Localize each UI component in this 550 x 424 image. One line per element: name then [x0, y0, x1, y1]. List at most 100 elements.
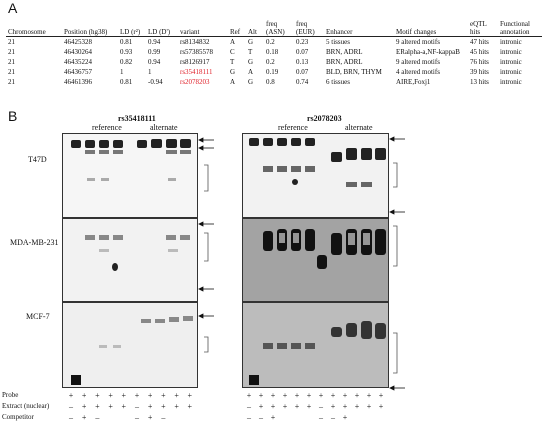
- cell-freq-eur: 0.13: [296, 57, 309, 66]
- left-lane-extract-symbol: +: [108, 402, 113, 411]
- cell-variant: rs8126917: [180, 57, 210, 66]
- cell-variant-highlighted: rs2078203: [180, 77, 210, 86]
- header-variant: variant: [178, 16, 228, 37]
- cell-position: 46425328: [64, 37, 92, 46]
- gel-right-mcf7: [242, 302, 389, 388]
- cell-motif: 9 altered motifs: [396, 37, 440, 46]
- right-lane-extract-symbol: +: [270, 402, 276, 411]
- cell-ref: T: [230, 57, 235, 66]
- right-lane-competitor-symbol: –: [331, 413, 335, 422]
- cell-line-mda-mb-231: MDA-MB-231: [10, 238, 59, 247]
- cell-alt: T: [248, 47, 253, 56]
- cell-ref: G: [230, 67, 236, 76]
- cell-variant: rs8134832: [180, 37, 210, 46]
- header-ld-r2: LD (r²): [118, 16, 146, 37]
- header-enhancer: Enhancer: [324, 16, 394, 37]
- gel-left-t47d: [62, 133, 198, 218]
- right-lane-extract-symbol: +: [342, 402, 348, 411]
- header-freq-asn: freq (ASN): [264, 16, 294, 37]
- left-lane-probe-symbol: +: [161, 391, 166, 400]
- cell-position: 46430264: [64, 47, 92, 56]
- cell-ld-r2: 0.81: [120, 77, 133, 86]
- left-lane-competitor-symbol: –: [135, 413, 139, 422]
- cell-chrom: 21: [8, 67, 15, 76]
- cell-ref: A: [230, 77, 236, 86]
- left-lane-extract-symbol: –: [135, 402, 139, 411]
- cell-alt: G: [248, 37, 254, 46]
- cell-line-mcf7: MCF-7: [26, 312, 50, 321]
- cell-freq-asn: 0.2: [266, 57, 275, 66]
- left-lane-probe-symbol: +: [81, 391, 87, 400]
- cell-eqtl: 13 hits: [470, 77, 489, 86]
- left-lane-probe-symbol: +: [121, 391, 127, 400]
- table-row: 21 46430264 0.93 0.99 rs57385578 C T 0.1…: [6, 47, 542, 57]
- right-lane-probe-symbol: +: [258, 391, 264, 400]
- left-lane-competitor-symbol: +: [81, 413, 87, 422]
- left-lane-extract-symbol: –: [69, 402, 73, 411]
- left-lane-competitor-symbol: –: [95, 413, 100, 422]
- left-reference-label: reference: [92, 123, 122, 132]
- right-lane-extract-symbol: +: [354, 402, 360, 411]
- cell-motif: AIRE,Foxj1: [396, 77, 431, 86]
- header-motif: Motif changes: [394, 16, 468, 37]
- left-lane-probe-symbol: +: [174, 391, 179, 400]
- left-lane-extract-symbol: +: [81, 402, 87, 411]
- right-reference-label: reference: [278, 123, 308, 132]
- gel-left-mcf7: [62, 302, 198, 388]
- cell-ld-r2: 0.81: [120, 37, 133, 46]
- cell-enhancer: 5 tissues: [326, 37, 350, 46]
- cell-ld-r2: 1: [120, 67, 124, 76]
- cell-motif: 4 altered motifs: [396, 67, 440, 76]
- row-label-competitor: Competitor: [2, 413, 34, 421]
- right-lane-extract-symbol: –: [247, 402, 251, 411]
- header-functional-annotation: Functional annotation: [498, 16, 542, 37]
- left-alternate-label: alternate: [150, 123, 178, 132]
- cell-motif: ERalpha-a,NF-kappaB: [396, 47, 460, 56]
- left-lane-extract-symbol: +: [147, 402, 153, 411]
- cell-eqtl: 47 hits: [470, 37, 489, 46]
- left-lane-probe-symbol: +: [187, 391, 193, 400]
- left-lane-competitor-symbol: –: [69, 413, 73, 422]
- right-lane-extract-symbol: +: [378, 402, 384, 411]
- cell-chrom: 21: [8, 37, 15, 46]
- header-freq-eur: freq (EUR): [294, 16, 324, 37]
- right-lane-extract-symbol: +: [282, 402, 288, 411]
- right-gel-markers: [389, 136, 405, 391]
- table-row: 21 46425328 0.81 0.94 rs8134832 A G 0.2 …: [6, 37, 542, 48]
- right-lane-extract-symbol: +: [294, 402, 300, 411]
- cell-enhancer: BRN, ADRL: [326, 47, 363, 56]
- right-lane-competitor-symbol: –: [259, 413, 263, 422]
- cell-freq-asn: 0.2: [266, 37, 275, 46]
- right-lane-probe-symbol: +: [246, 391, 252, 400]
- cell-eqtl: 39 hits: [470, 67, 489, 76]
- right-lane-competitor-symbol: +: [342, 413, 348, 422]
- cell-alt: G: [248, 77, 254, 86]
- row-label-extract: Extract (nuclear): [2, 402, 50, 410]
- cell-variant-highlighted: rs35418111: [180, 67, 213, 76]
- cell-enhancer: BRN, ADRL: [326, 57, 363, 66]
- cell-func: intronic: [500, 47, 522, 56]
- table-row: 21 46436757 1 1 rs35418111 G A 0.19 0.07…: [6, 67, 542, 77]
- header-alt: Alt: [246, 16, 264, 37]
- gel-left-mda-mb-231: [62, 218, 198, 302]
- cell-ld-d: 0.94: [148, 57, 161, 66]
- cell-alt: G: [248, 57, 254, 66]
- left-lane-competitor-symbol: –: [161, 413, 166, 422]
- cell-func: intronic: [500, 67, 522, 76]
- header-position: Position (hg38): [62, 16, 118, 37]
- left-lane-probe-symbol: +: [95, 391, 100, 400]
- cell-ld-d: 1: [148, 67, 152, 76]
- right-lane-probe-symbol: +: [306, 391, 312, 400]
- panel-a-letter: A: [8, 0, 18, 16]
- right-lane-probe-symbol: +: [294, 391, 300, 400]
- cell-ref: C: [230, 47, 235, 56]
- right-lane-probe-symbol: +: [270, 391, 276, 400]
- cell-freq-asn: 0.19: [266, 67, 279, 76]
- cell-ld-d: 0.99: [148, 47, 161, 56]
- right-lane-probe-symbol: +: [330, 391, 336, 400]
- cell-func: intronic: [500, 37, 522, 46]
- panel-b-letter: B: [8, 108, 18, 124]
- table-row: 21 46435224 0.82 0.94 rs8126917 T G 0.2 …: [6, 57, 542, 67]
- right-lane-extract-symbol: +: [330, 402, 336, 411]
- cell-freq-asn: 0.18: [266, 47, 279, 56]
